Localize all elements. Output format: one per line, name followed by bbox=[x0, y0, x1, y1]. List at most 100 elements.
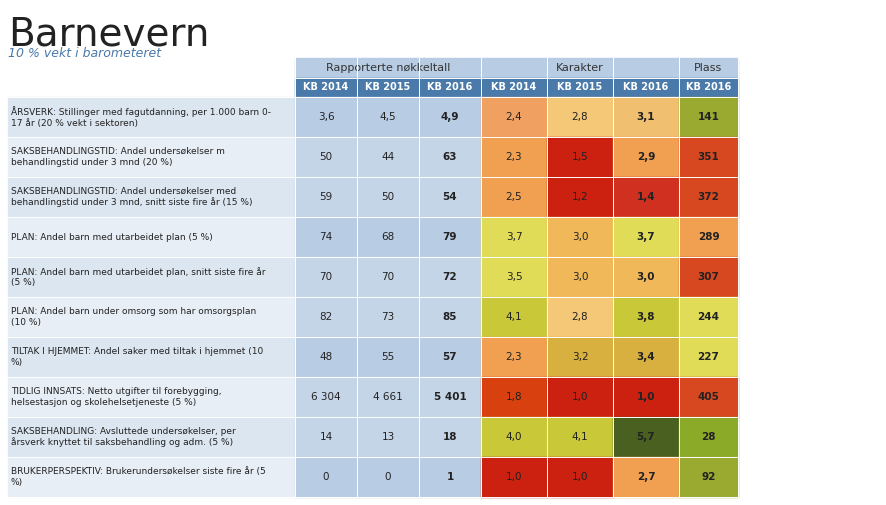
Bar bbox=[679, 337, 738, 377]
Bar bbox=[679, 217, 738, 257]
Bar bbox=[679, 177, 738, 217]
Text: 372: 372 bbox=[697, 192, 719, 202]
Text: 3,8: 3,8 bbox=[637, 312, 656, 322]
Bar bbox=[481, 297, 547, 337]
Bar bbox=[357, 337, 419, 377]
Bar bbox=[8, 177, 295, 217]
Text: 1,0: 1,0 bbox=[571, 392, 588, 402]
Bar bbox=[547, 97, 613, 137]
Text: SAKSBEHANDLINGSTID: Andel undersøkelser med
behandlingstid under 3 mnd, snitt si: SAKSBEHANDLINGSTID: Andel undersøkelser … bbox=[11, 186, 253, 208]
Bar bbox=[295, 297, 357, 337]
Text: 0: 0 bbox=[385, 472, 392, 482]
Bar bbox=[357, 297, 419, 337]
Bar bbox=[547, 377, 613, 417]
Text: 2,7: 2,7 bbox=[637, 472, 656, 482]
Bar bbox=[8, 217, 295, 257]
Bar bbox=[481, 457, 547, 497]
Bar bbox=[613, 297, 679, 337]
Text: Plass: Plass bbox=[695, 63, 723, 73]
Text: 14: 14 bbox=[319, 432, 332, 442]
Text: 57: 57 bbox=[443, 352, 457, 362]
Bar bbox=[419, 337, 481, 377]
Text: 2,3: 2,3 bbox=[506, 352, 523, 362]
Bar bbox=[547, 457, 613, 497]
Text: 1,8: 1,8 bbox=[506, 392, 523, 402]
Text: 3,0: 3,0 bbox=[637, 272, 656, 282]
Text: KB 2015: KB 2015 bbox=[557, 82, 602, 92]
Text: 1,5: 1,5 bbox=[571, 152, 588, 162]
Text: KB 2016: KB 2016 bbox=[427, 82, 472, 92]
Bar bbox=[419, 257, 481, 297]
Text: 85: 85 bbox=[443, 312, 457, 322]
Bar bbox=[481, 217, 547, 257]
Text: 72: 72 bbox=[443, 272, 457, 282]
Text: KB 2016: KB 2016 bbox=[686, 82, 731, 92]
Text: 1,0: 1,0 bbox=[637, 392, 656, 402]
Text: 68: 68 bbox=[381, 232, 394, 242]
Text: 3,5: 3,5 bbox=[506, 272, 523, 282]
Bar bbox=[481, 78, 547, 97]
Text: 351: 351 bbox=[697, 152, 719, 162]
Bar bbox=[613, 257, 679, 297]
Bar bbox=[419, 297, 481, 337]
Text: 92: 92 bbox=[702, 472, 716, 482]
Text: 1,0: 1,0 bbox=[506, 472, 522, 482]
Bar bbox=[547, 337, 613, 377]
Bar bbox=[8, 417, 295, 457]
Text: 55: 55 bbox=[381, 352, 394, 362]
Text: 0: 0 bbox=[323, 472, 330, 482]
Text: Barnevern: Barnevern bbox=[8, 15, 209, 53]
Bar bbox=[419, 457, 481, 497]
Bar bbox=[613, 137, 679, 177]
Bar bbox=[613, 78, 679, 97]
Bar bbox=[295, 78, 357, 97]
Text: 18: 18 bbox=[443, 432, 457, 442]
Bar bbox=[419, 217, 481, 257]
Bar bbox=[613, 97, 679, 137]
Text: TILTAK I HJEMMET: Andel saker med tiltak i hjemmet (10
%): TILTAK I HJEMMET: Andel saker med tiltak… bbox=[11, 347, 263, 367]
Bar bbox=[8, 377, 295, 417]
Text: 289: 289 bbox=[697, 232, 719, 242]
Text: PLAN: Andel barn med utarbeidet plan, snitt siste fire år
(5 %): PLAN: Andel barn med utarbeidet plan, sn… bbox=[11, 267, 266, 287]
Text: 28: 28 bbox=[701, 432, 716, 442]
Text: 63: 63 bbox=[443, 152, 457, 162]
Text: 1,4: 1,4 bbox=[637, 192, 656, 202]
Bar bbox=[547, 78, 613, 97]
Bar bbox=[481, 417, 547, 457]
Bar bbox=[679, 257, 738, 297]
Bar bbox=[8, 337, 295, 377]
Bar bbox=[295, 137, 357, 177]
Bar bbox=[613, 417, 679, 457]
Text: 5 401: 5 401 bbox=[433, 392, 466, 402]
Text: Rapporterte nøkkeltall: Rapporterte nøkkeltall bbox=[326, 63, 450, 73]
Bar bbox=[481, 377, 547, 417]
Bar bbox=[679, 377, 738, 417]
Bar bbox=[481, 337, 547, 377]
Bar bbox=[481, 257, 547, 297]
Bar bbox=[295, 97, 357, 137]
Bar bbox=[295, 377, 357, 417]
Text: 4,0: 4,0 bbox=[506, 432, 522, 442]
Text: 5,7: 5,7 bbox=[637, 432, 656, 442]
Text: 1,0: 1,0 bbox=[571, 472, 588, 482]
Text: KB 2016: KB 2016 bbox=[624, 82, 669, 92]
Bar bbox=[295, 337, 357, 377]
Text: 74: 74 bbox=[319, 232, 332, 242]
Bar bbox=[419, 377, 481, 417]
Bar bbox=[357, 417, 419, 457]
Text: 1,2: 1,2 bbox=[571, 192, 588, 202]
Text: 4,5: 4,5 bbox=[380, 112, 396, 122]
Text: 73: 73 bbox=[381, 312, 394, 322]
Bar bbox=[547, 417, 613, 457]
Bar bbox=[419, 177, 481, 217]
Text: BRUKERPERSPEKTIV: Brukerundersøkelser siste fire år (5
%): BRUKERPERSPEKTIV: Brukerundersøkelser si… bbox=[11, 467, 266, 487]
Text: 4,1: 4,1 bbox=[571, 432, 588, 442]
Text: KB 2015: KB 2015 bbox=[365, 82, 410, 92]
Bar bbox=[613, 457, 679, 497]
Text: 3,2: 3,2 bbox=[571, 352, 588, 362]
Bar bbox=[357, 217, 419, 257]
Bar bbox=[547, 257, 613, 297]
Text: 3,6: 3,6 bbox=[318, 112, 334, 122]
Bar bbox=[481, 58, 679, 78]
Text: 2,8: 2,8 bbox=[571, 112, 588, 122]
